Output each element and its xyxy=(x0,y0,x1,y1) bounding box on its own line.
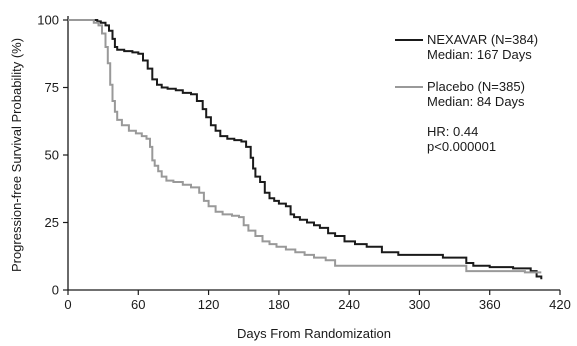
y-tick-label: 75 xyxy=(45,80,59,95)
p-value-label: p<0.000001 xyxy=(427,139,496,154)
placebo-survival-line xyxy=(68,19,542,274)
y-axis-title: Progression-free Survival Probability (%… xyxy=(9,38,24,272)
nexavar-survival-line xyxy=(68,19,543,280)
x-tick-label: 240 xyxy=(338,297,360,312)
x-tick-label: 120 xyxy=(198,297,220,312)
y-tick-label: 100 xyxy=(37,13,59,28)
axes xyxy=(67,16,560,291)
legend-label-placebo: Placebo (N=385) xyxy=(427,79,525,94)
series-group xyxy=(68,19,543,280)
y-tick-label: 0 xyxy=(52,283,59,298)
ticks: 0 60 120 180 240 300 360 420 0 25 50 75 100 xyxy=(37,13,571,313)
x-tick-label: 360 xyxy=(479,297,501,312)
legend-median-placebo: Median: 84 Days xyxy=(427,94,525,109)
x-tick-label: 0 xyxy=(64,297,71,312)
y-tick-label: 25 xyxy=(45,215,59,230)
x-tick-label: 420 xyxy=(549,297,571,312)
y-tick-label: 50 xyxy=(45,148,59,163)
legend-median-nexavar: Median: 167 Days xyxy=(427,47,532,62)
x-axis-title: Days From Randomization xyxy=(237,326,391,341)
legend: NEXAVAR (N=384) Median: 167 Days Placebo… xyxy=(395,32,538,154)
x-tick-label: 60 xyxy=(131,297,145,312)
hazard-ratio-label: HR: 0.44 xyxy=(427,124,478,139)
x-tick-label: 180 xyxy=(268,297,290,312)
x-tick-label: 300 xyxy=(409,297,431,312)
legend-label-nexavar: NEXAVAR (N=384) xyxy=(427,32,538,47)
